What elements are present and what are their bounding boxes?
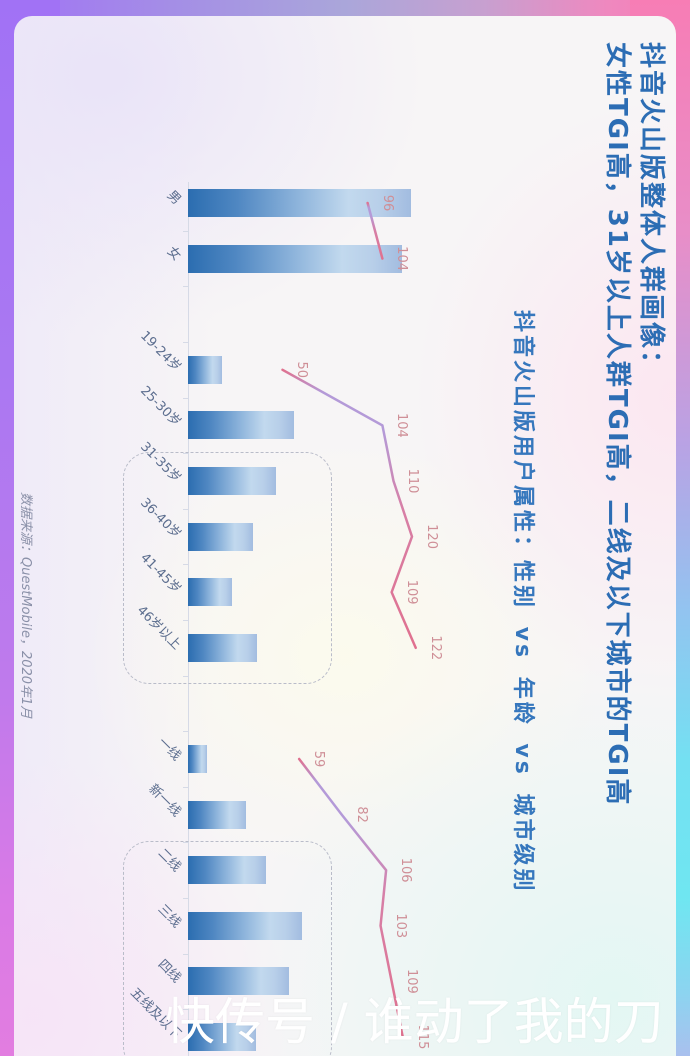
tgi-value-label: 82 xyxy=(353,806,369,823)
tgi-value-label: 59 xyxy=(311,750,327,768)
tgi-value-label: 106 xyxy=(398,857,414,883)
tgi-line-age xyxy=(281,368,417,650)
tgi-value-label: 104 xyxy=(394,412,410,438)
tgi-value-label: 103 xyxy=(392,913,408,939)
tgi-line-gender xyxy=(366,201,384,260)
tgi-value-label: 122 xyxy=(427,635,443,661)
tgi-value-label: 50 xyxy=(294,361,310,379)
watermark: 快传号 / 谁动了我的刀 xyxy=(165,993,664,1051)
tgi-value-label: 109 xyxy=(403,579,419,605)
tgi-line-city-tier xyxy=(297,757,404,1039)
tgi-value-label: 104 xyxy=(394,246,410,271)
tgi-value-label: 110 xyxy=(405,468,421,494)
tgi-value-label: 120 xyxy=(424,524,439,549)
tgi-value-label: 96 xyxy=(379,194,395,212)
data-source-note: 数据来源：QuestMobile，2020年1月 xyxy=(18,492,33,719)
